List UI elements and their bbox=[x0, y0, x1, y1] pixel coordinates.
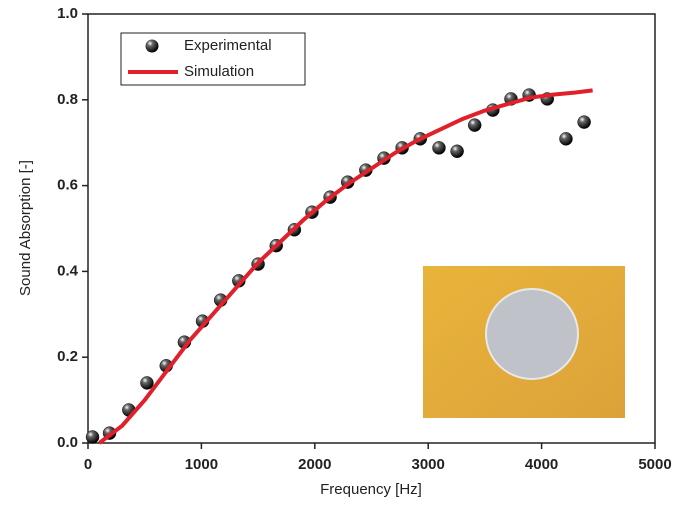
data-point bbox=[140, 376, 154, 390]
x-tick-label: 5000 bbox=[638, 456, 671, 473]
x-tick-label: 2000 bbox=[298, 456, 331, 473]
y-tick-label: 0.0 bbox=[57, 434, 78, 451]
simulation-line bbox=[98, 88, 593, 445]
x-tick-label: 3000 bbox=[412, 456, 445, 473]
x-tick-label: 0 bbox=[84, 456, 92, 473]
y-tick-label: 0.2 bbox=[57, 348, 78, 365]
photo-sample bbox=[485, 288, 579, 380]
x-axis-label: Frequency [Hz] bbox=[320, 481, 422, 498]
legend-marker bbox=[145, 39, 159, 53]
data-point bbox=[85, 430, 100, 444]
data-point bbox=[577, 115, 591, 129]
data-point bbox=[432, 141, 446, 155]
inset-photo bbox=[423, 266, 625, 418]
x-tick-label: 1000 bbox=[185, 456, 218, 473]
legend-label: Simulation bbox=[184, 63, 254, 80]
y-axis-label: Sound Absorption [-] bbox=[17, 160, 34, 296]
y-tick-label: 0.4 bbox=[57, 262, 79, 279]
y-tick-label: 0.6 bbox=[57, 177, 78, 194]
y-tick-label: 0.8 bbox=[57, 91, 78, 108]
data-point bbox=[467, 118, 482, 132]
plot-frame bbox=[87, 13, 656, 444]
x-tick-label: 4000 bbox=[525, 456, 558, 473]
legend-label: Experimental bbox=[184, 37, 272, 54]
y-tick-label: 1.0 bbox=[57, 5, 78, 22]
data-point bbox=[450, 144, 464, 159]
data-point bbox=[559, 132, 573, 146]
